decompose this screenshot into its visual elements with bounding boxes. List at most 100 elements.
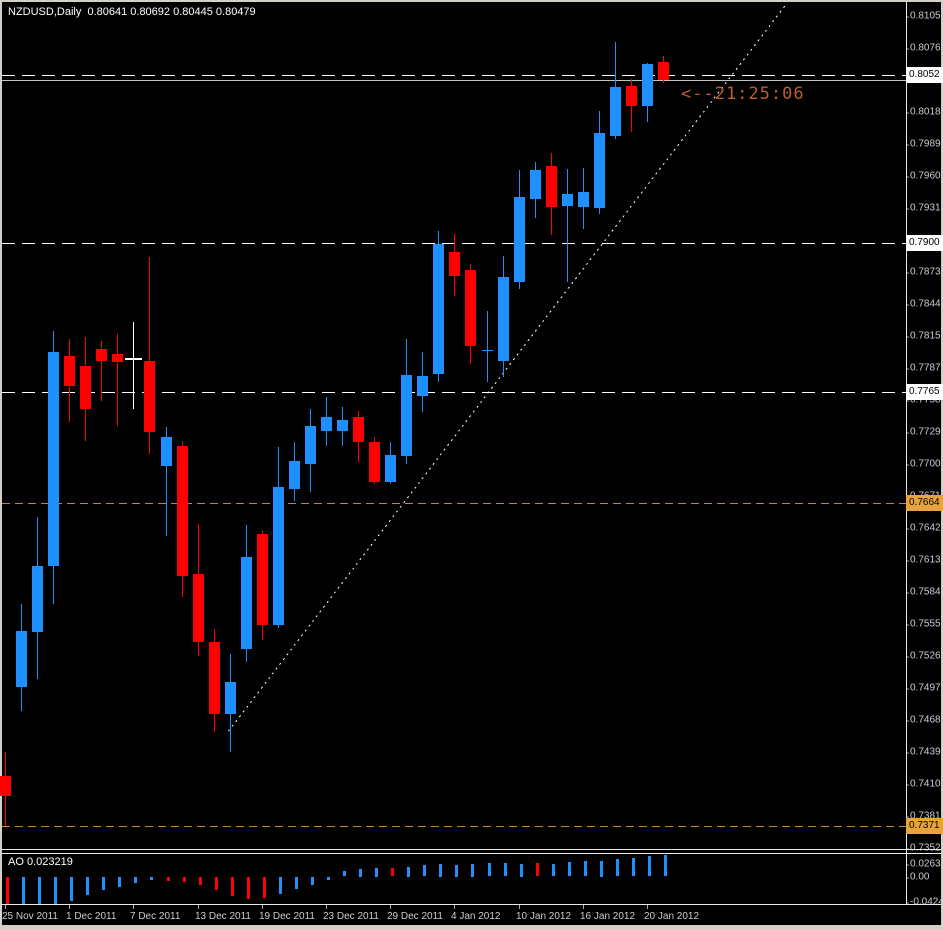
candle (642, 64, 653, 106)
ao-histogram-bar (488, 863, 491, 876)
x-axis-tick (262, 905, 263, 909)
price-axis-label: 0.74680 (905, 715, 943, 726)
ao-histogram-bar (279, 877, 282, 894)
candle (658, 62, 669, 80)
date-label: 4 Jan 2012 (451, 911, 501, 922)
candle (48, 352, 59, 566)
x-axis-tick (69, 905, 70, 909)
candle (241, 557, 252, 649)
level-line-0.7664[interactable] (2, 503, 906, 504)
price-axis-label: 0.76420 (905, 523, 943, 534)
candle-wick (166, 427, 167, 536)
ao-histogram-bar (134, 877, 137, 883)
ao-histogram-bar (150, 877, 153, 880)
date-label: 16 Jan 2012 (580, 911, 636, 922)
ao-histogram-bar (102, 877, 105, 890)
level-price-box: 0.7664 (906, 495, 943, 511)
price-axis-label: 0.77290 (905, 427, 943, 438)
ao-histogram-bar (183, 877, 186, 882)
ao-histogram-bar (520, 864, 523, 877)
price-axis-label: 0.78155 (905, 331, 943, 342)
candle (353, 417, 364, 442)
x-axis-tick (326, 905, 327, 909)
current-price-line[interactable] (2, 80, 906, 81)
x-axis-tick (583, 905, 584, 909)
candle (530, 170, 541, 199)
candle-doji-tick (125, 358, 142, 360)
ao-histogram-bar (199, 877, 202, 885)
pane-separator-top[interactable] (2, 849, 941, 850)
ao-histogram-bar (118, 877, 121, 887)
ao-histogram-bar (311, 877, 314, 885)
ao-histogram-bar (343, 871, 346, 876)
price-axis-label: 0.79605 (905, 171, 943, 182)
level-line-0.8052[interactable] (2, 75, 906, 76)
ao-histogram-bar (263, 877, 266, 898)
price-axis-label: 0.80185 (905, 107, 943, 118)
price-axis-label: 0.77000 (905, 459, 943, 470)
date-label: 29 Dec 2011 (387, 911, 443, 922)
ao-histogram-bar (648, 856, 651, 876)
ao-histogram-bar (568, 862, 571, 876)
candle (289, 461, 300, 489)
x-axis-tick (519, 905, 520, 909)
price-axis-label: 0.74970 (905, 683, 943, 694)
x-axis-tick (390, 905, 391, 909)
ao-axis-label: 0.026344 (906, 859, 943, 870)
price-axis-label: 0.74100 (905, 779, 943, 790)
candle (177, 446, 188, 576)
ao-histogram-bar (504, 863, 507, 876)
time-annotation-text[interactable]: <--21:25:06 (681, 84, 805, 104)
date-label: 19 Dec 2011 (259, 911, 315, 922)
candle (144, 361, 155, 432)
ao-histogram-bar (22, 877, 25, 904)
candle (161, 437, 172, 466)
price-axis-label: 0.75840 (905, 587, 943, 598)
level-price-box: 0.7765 (906, 384, 943, 400)
ao-axis-label: -0.04240 (905, 897, 943, 908)
ao-histogram-bar (664, 855, 667, 876)
candle (626, 86, 637, 106)
candle (498, 277, 509, 361)
level-line-0.7765[interactable] (2, 392, 906, 393)
candle (385, 455, 396, 482)
date-label: 13 Dec 2011 (195, 911, 251, 922)
candle (305, 426, 316, 464)
date-label: 10 Jan 2012 (516, 911, 572, 922)
candle (514, 197, 525, 282)
level-line-0.7371[interactable] (2, 826, 906, 827)
date-label: 23 Dec 2011 (323, 911, 379, 922)
price-axis-label: 0.80765 (905, 43, 943, 54)
axis-vertical-separator (906, 2, 907, 905)
candle (32, 566, 43, 632)
candle-wick (117, 334, 118, 426)
candle (369, 442, 380, 482)
xaxis-separator (2, 904, 941, 905)
candle (225, 682, 236, 714)
level-price-box: 0.7371 (906, 818, 943, 834)
ao-axis-label: 0.00 (905, 871, 930, 883)
ao-histogram-bar (584, 861, 587, 876)
pane-separator-bottom[interactable] (2, 853, 941, 854)
ao-histogram-bar (70, 877, 73, 901)
price-axis-label: 0.78735 (905, 267, 943, 278)
candle (80, 366, 91, 409)
candle-wick (133, 322, 134, 409)
candle (0, 776, 11, 796)
price-axis-label: 0.73520 (905, 843, 943, 854)
ao-histogram-bar (536, 863, 539, 876)
candle (112, 354, 123, 362)
candle-wick (567, 169, 568, 282)
candle (465, 270, 476, 346)
ao-histogram-bar (375, 868, 378, 877)
indicator-value-label: AO 0.023219 (8, 856, 73, 868)
awesome-oscillator-pane[interactable] (2, 853, 906, 904)
price-axis-label: 0.79895 (905, 139, 943, 150)
candle (546, 166, 557, 207)
candle (433, 244, 444, 374)
ao-histogram-bar (167, 877, 170, 881)
x-axis-tick (5, 905, 6, 909)
ao-histogram-bar (391, 868, 394, 876)
